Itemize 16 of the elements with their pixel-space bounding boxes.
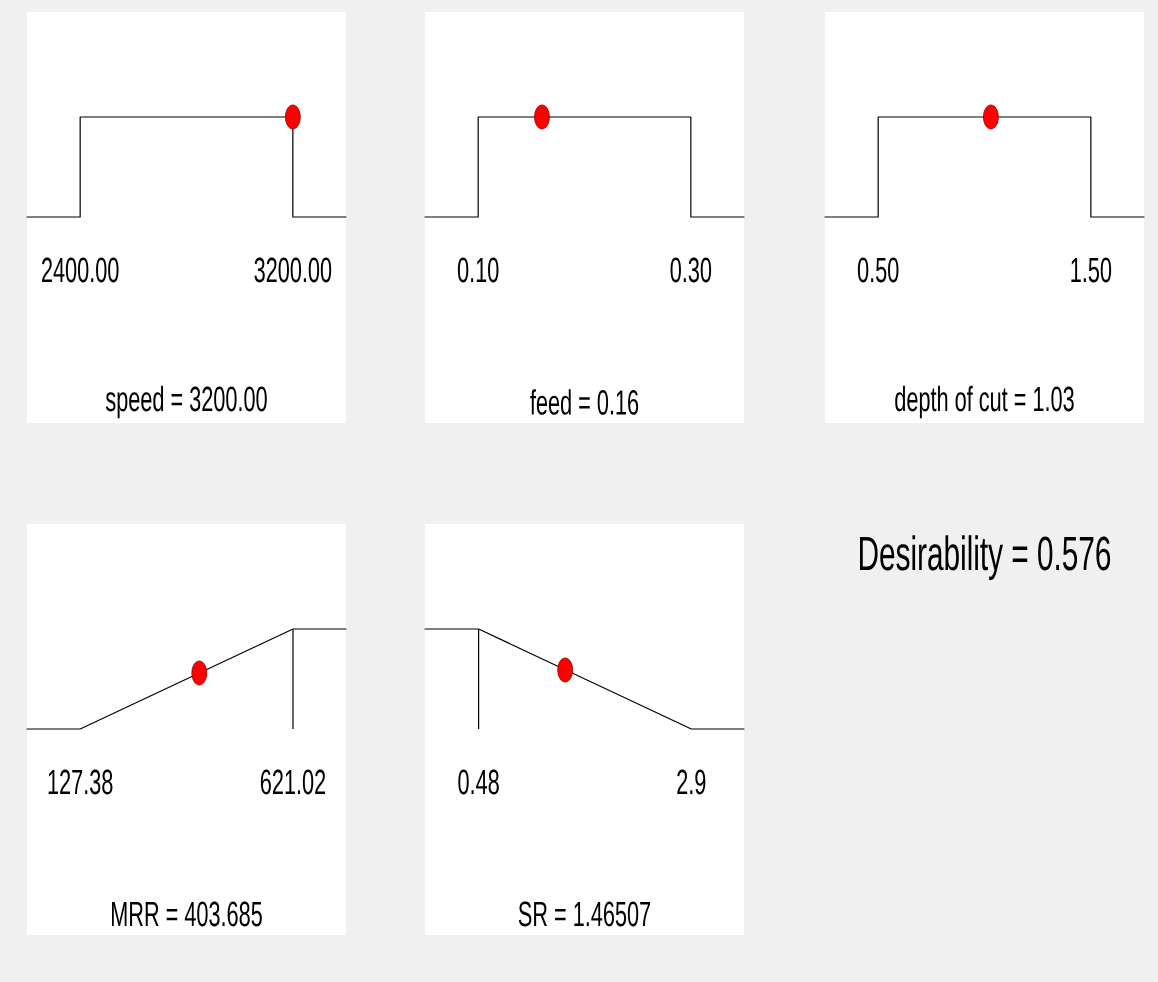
x-tick-label: 0.48 xyxy=(458,769,499,795)
x-tick-label: 2.9 xyxy=(677,769,706,795)
x-tick-label: 0.50 xyxy=(857,257,899,283)
x-tick-label: 0.10 xyxy=(457,257,499,283)
x-axis-title: SR = 1.46507 xyxy=(518,901,651,927)
x-axis-title: MRR = 403.685 xyxy=(111,901,262,927)
x-tick-label: 1.50 xyxy=(1071,257,1112,283)
x-axis-title: feed = 0.16 xyxy=(530,389,639,415)
x-axis-title: depth of cut = 1.03 xyxy=(895,385,1074,419)
x-tick-label: 0.30 xyxy=(670,257,712,283)
x-tick-label: 621.02 xyxy=(260,769,326,795)
x-tick-label: 3200.00 xyxy=(254,257,332,283)
text: Desirability = 0.576 xyxy=(860,535,1111,580)
x-tick-label: 2400.00 xyxy=(42,257,119,283)
x-axis-title: speed = 3200.00 xyxy=(105,385,267,419)
x-tick-label: 127.38 xyxy=(48,769,113,795)
